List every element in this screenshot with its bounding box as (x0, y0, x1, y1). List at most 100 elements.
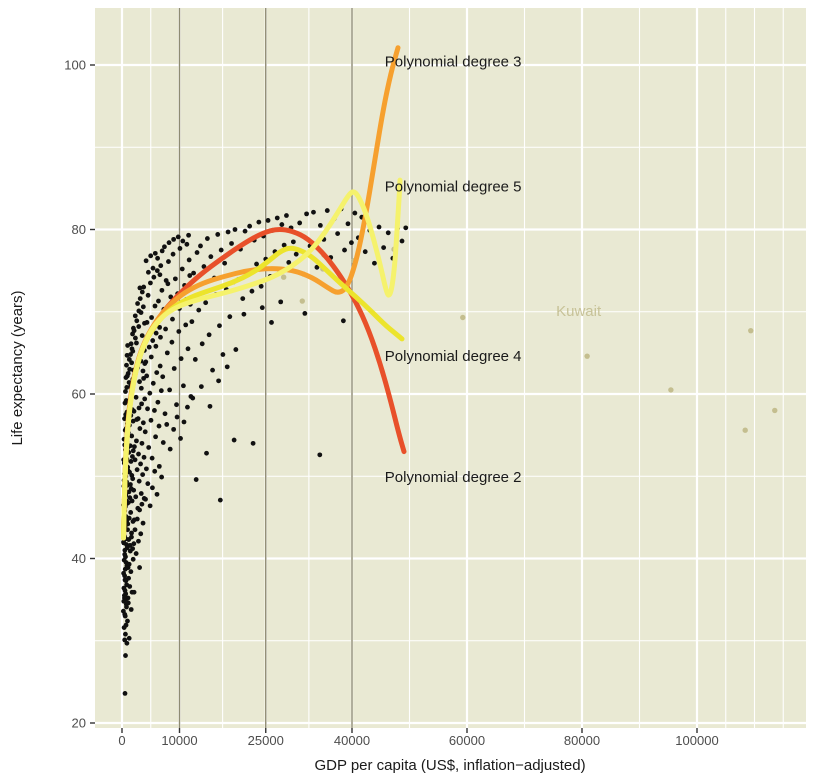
data-point (127, 482, 133, 487)
data-point (136, 538, 141, 544)
data-point (148, 280, 153, 286)
data-point (232, 227, 238, 232)
data-point (153, 434, 158, 440)
data-point (206, 332, 212, 338)
data-point (155, 255, 160, 261)
data-point (130, 546, 136, 552)
data-point (131, 589, 137, 595)
x-tick-label: 0 (118, 733, 125, 748)
data-point (125, 600, 131, 606)
data-point (124, 604, 129, 610)
data-point (224, 364, 230, 370)
y-tick-label: 80 (72, 222, 86, 237)
data-point (247, 223, 253, 229)
kuwait-data-point (299, 298, 305, 304)
data-point (140, 472, 146, 478)
data-point (122, 573, 128, 579)
data-point (164, 422, 170, 427)
data-point (148, 354, 154, 360)
data-point (181, 419, 187, 425)
data-point (137, 426, 143, 431)
data-point (185, 346, 191, 352)
data-point (362, 249, 368, 255)
data-point (132, 444, 137, 450)
fit-curve-polynomial-degree-5 (121, 177, 403, 541)
data-point (152, 303, 158, 309)
data-point (171, 366, 177, 371)
data-point (159, 248, 165, 254)
data-point (216, 378, 222, 384)
data-point (290, 239, 296, 245)
data-point (133, 551, 139, 556)
data-point (138, 531, 144, 537)
data-point (128, 607, 134, 612)
data-point (150, 265, 156, 271)
x-axis-title: GDP per capita (US$, inflation−adjusted) (314, 757, 585, 774)
data-point (286, 260, 292, 265)
data-point (143, 359, 149, 365)
data-point (191, 270, 196, 276)
data-point (207, 403, 213, 409)
data-point (186, 257, 192, 263)
data-point (139, 440, 145, 446)
data-point (293, 251, 299, 257)
x-tick-label: 80000 (564, 733, 600, 748)
data-point (170, 251, 176, 257)
data-point (129, 530, 134, 536)
data-point (181, 383, 186, 389)
data-point (138, 461, 143, 467)
data-point (125, 371, 131, 376)
data-point (128, 459, 134, 464)
data-point (134, 318, 140, 324)
data-point (175, 234, 181, 240)
data-point (189, 319, 195, 325)
data-point (231, 437, 237, 443)
data-point (146, 445, 152, 450)
data-point (217, 323, 222, 329)
data-point (123, 622, 129, 628)
data-point (157, 272, 163, 278)
data-point (145, 292, 151, 298)
y-tick-label: 60 (72, 387, 86, 402)
data-point (127, 366, 133, 372)
data-point (152, 408, 157, 413)
data-point (135, 301, 140, 306)
data-point (179, 266, 185, 272)
data-point (278, 299, 284, 305)
data-point (139, 289, 145, 295)
data-point (284, 213, 289, 218)
data-point (381, 245, 387, 250)
data-point (399, 238, 405, 244)
data-point (125, 595, 131, 601)
data-point (123, 591, 129, 597)
data-point (168, 294, 174, 300)
data-point (141, 454, 147, 460)
data-point (242, 228, 248, 234)
data-point (140, 304, 146, 310)
data-point (126, 635, 132, 641)
data-point (170, 316, 175, 322)
data-point (143, 496, 148, 502)
data-point (156, 463, 162, 469)
data-point (136, 324, 142, 329)
kuwait-data-point (772, 407, 778, 414)
data-point (174, 402, 179, 408)
plot-panel (95, 8, 806, 728)
data-point (134, 516, 140, 522)
data-point (139, 333, 145, 339)
data-point (198, 243, 203, 249)
data-point (134, 340, 139, 346)
data-point (122, 577, 128, 583)
data-point (176, 329, 182, 334)
data-point (126, 575, 131, 581)
data-point (186, 232, 191, 238)
y-axis-title: Life expectancy (years) (9, 290, 26, 445)
data-point (143, 466, 149, 472)
data-point (137, 507, 142, 513)
data-point (153, 330, 159, 336)
data-point (146, 344, 152, 350)
data-point (156, 423, 162, 429)
gridlines-minor (95, 8, 806, 728)
data-point (256, 219, 262, 225)
data-point (317, 452, 323, 458)
